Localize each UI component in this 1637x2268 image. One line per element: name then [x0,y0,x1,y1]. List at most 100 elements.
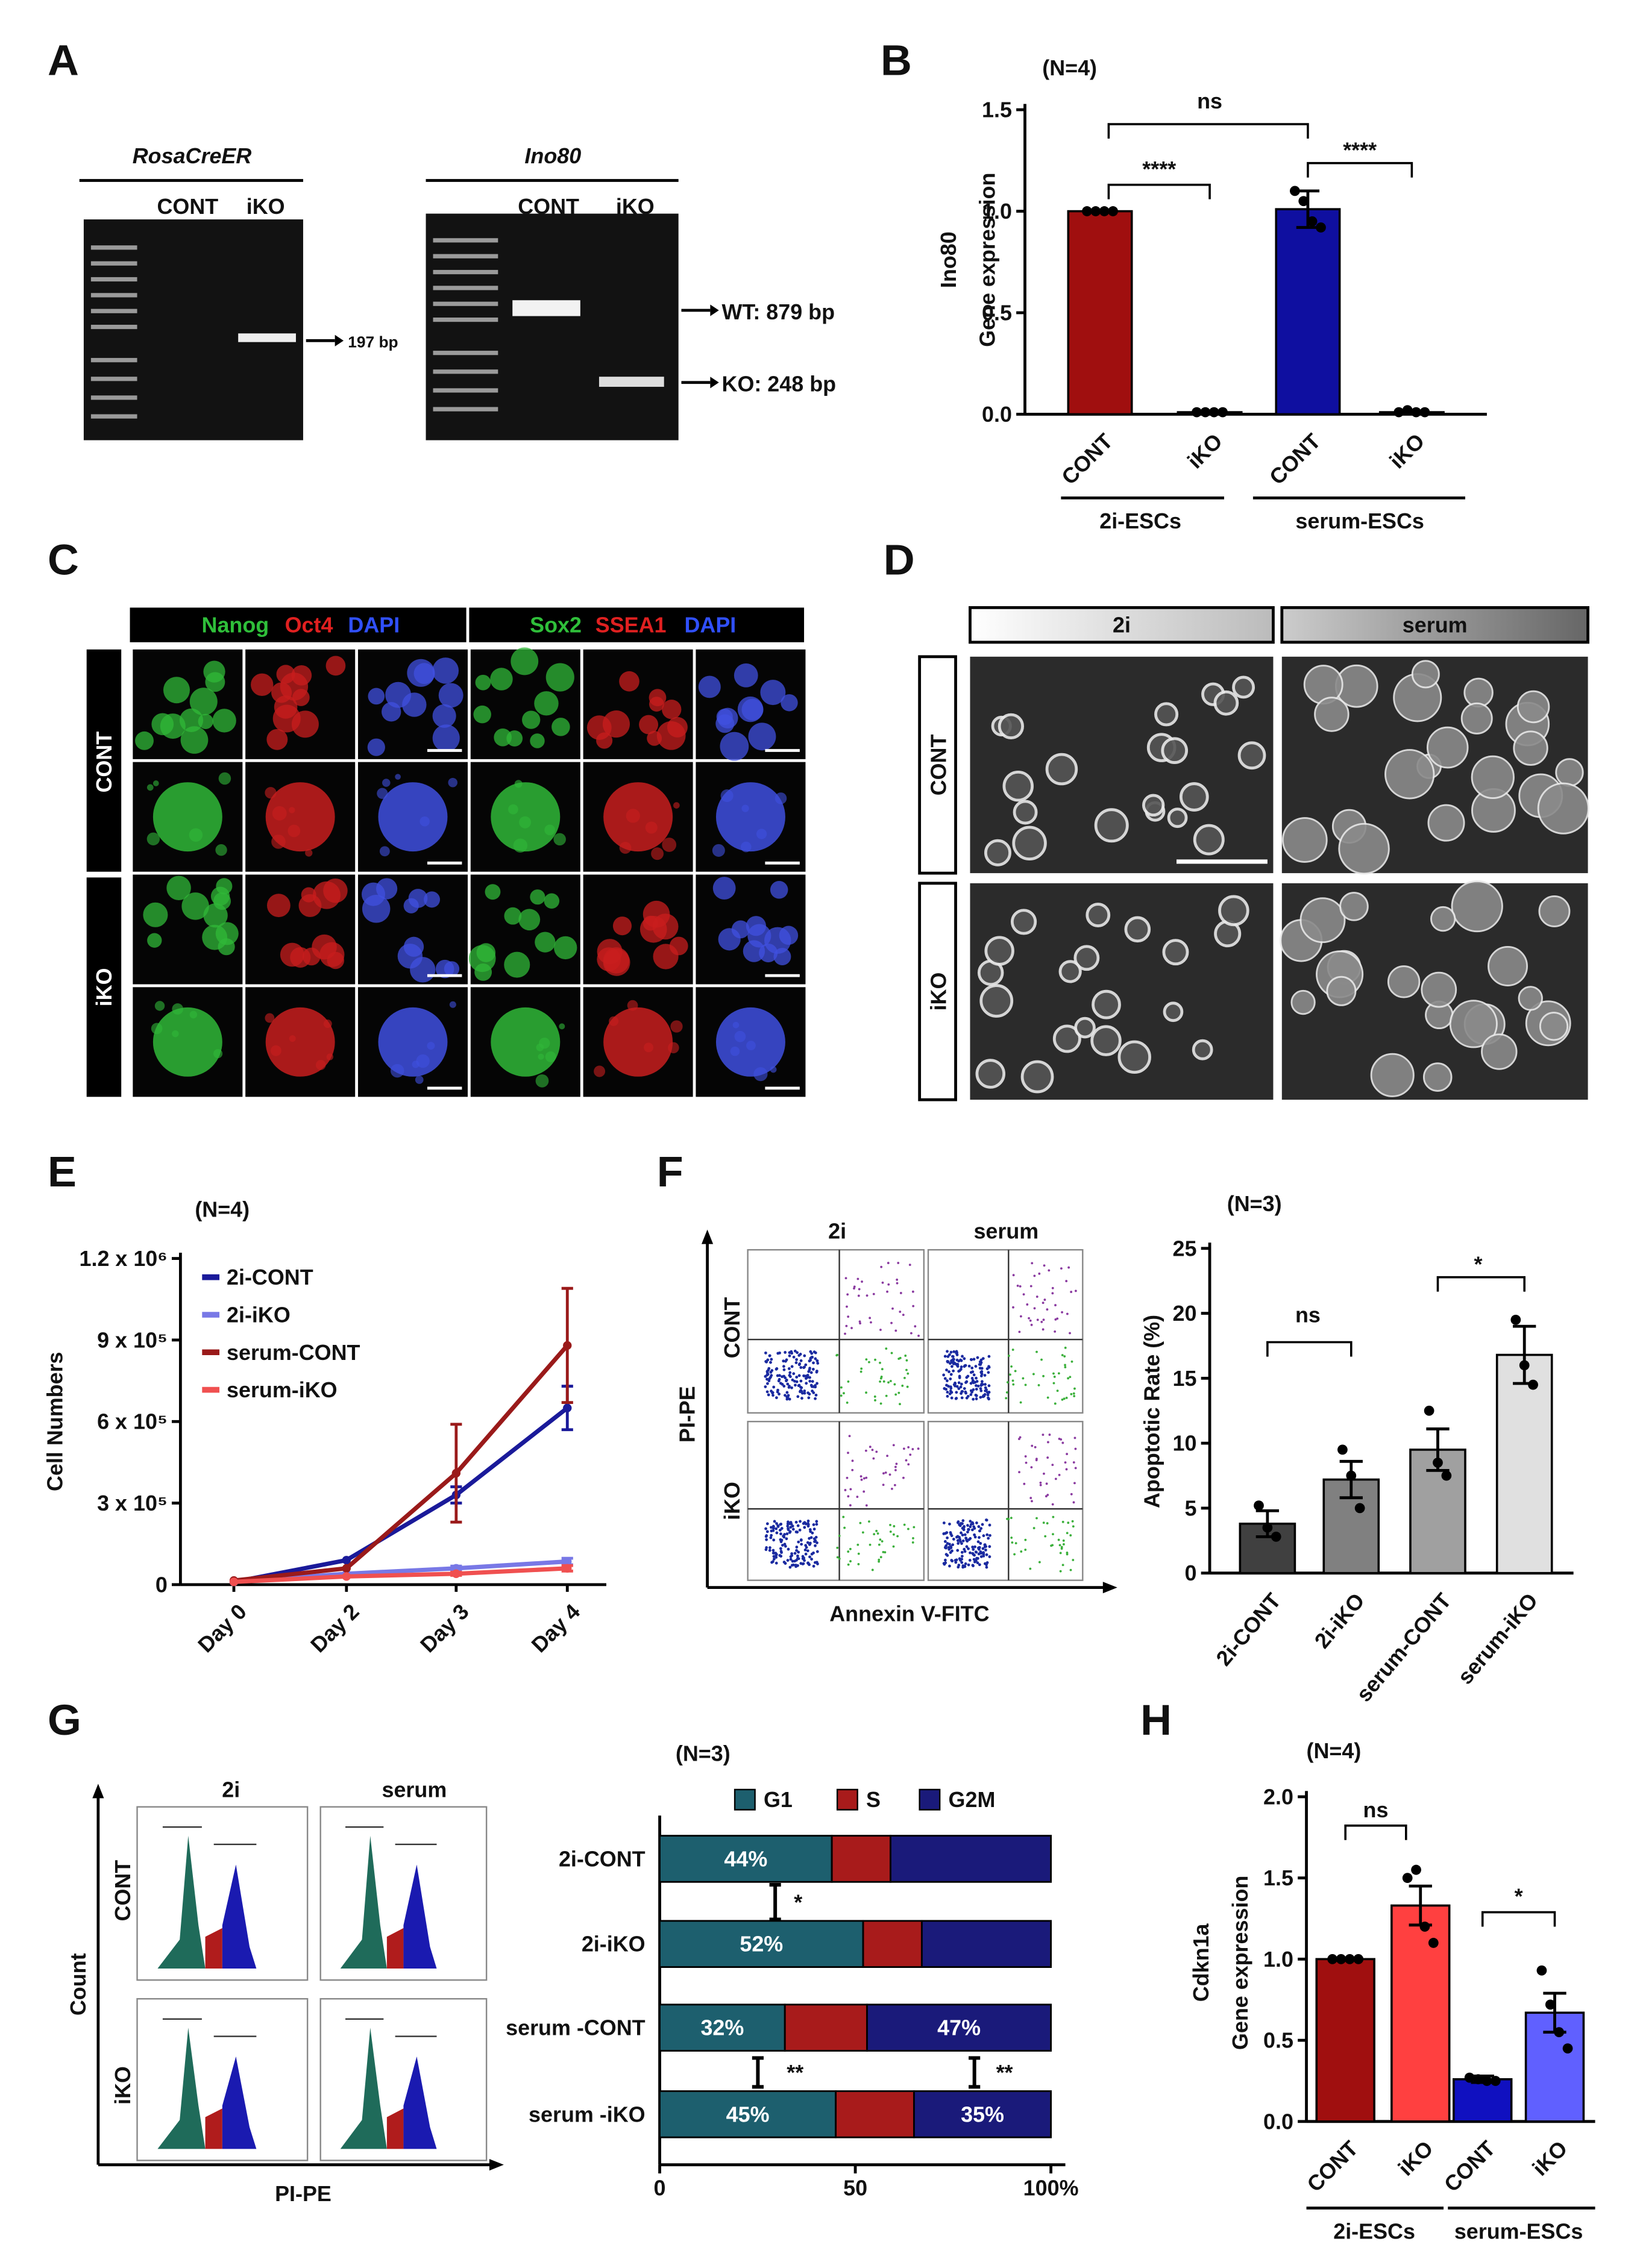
colony [491,1007,561,1077]
event [859,1322,861,1325]
event [1074,1467,1077,1470]
bar-segment [831,1835,891,1883]
event [1029,1567,1032,1570]
x-tick-label: CONT [1265,428,1325,489]
event [890,1321,893,1324]
speck [651,847,664,860]
event [911,1290,914,1293]
event [963,1533,967,1537]
event [835,1354,838,1357]
event [1064,1461,1067,1464]
group-label: 2i-ESCs [1099,509,1181,533]
sample-size: (N=4) [195,1197,250,1222]
x-tick-label: Day 2 [306,1599,364,1658]
event [982,1394,985,1397]
ladder-band [90,309,137,313]
event [1030,1323,1033,1326]
event [952,1358,955,1361]
y-tick-label: 6 x 10⁵ [97,1409,168,1434]
speck [508,804,518,815]
event [882,1380,885,1383]
event [970,1377,974,1380]
event [816,1562,819,1565]
event [950,1559,954,1563]
y-tick-label: 5 [1185,1496,1197,1520]
event [1053,1375,1056,1378]
data-point [1327,1953,1338,1964]
event [987,1391,991,1394]
colony [1010,909,1037,935]
speck [668,1042,679,1054]
event [808,1541,812,1545]
speck [382,778,391,787]
colony [432,657,459,684]
event [795,1380,799,1383]
event [769,1536,773,1540]
data-point [1464,2072,1475,2083]
event [1034,1446,1037,1449]
event [771,1394,775,1397]
axis-label: PI-PE [675,1386,700,1443]
series-line [233,1344,569,1583]
colony [1218,895,1249,927]
ladder-band [90,261,137,266]
event [1061,1520,1064,1523]
histogram [386,1928,404,1969]
event [967,1547,970,1550]
event [851,1468,854,1471]
event [765,1534,768,1537]
event [1031,1262,1034,1265]
event [791,1527,795,1531]
event [972,1358,976,1361]
event [1058,1438,1061,1440]
ladder-band [90,377,137,381]
event [1045,1495,1048,1498]
event [1029,1285,1032,1288]
event [963,1357,966,1361]
event [1005,1391,1008,1394]
colony [1449,1000,1498,1048]
event [797,1550,800,1554]
colony [213,892,231,910]
legend-label: serum-iKO [227,1377,338,1402]
event [784,1376,787,1380]
event [1019,1315,1022,1318]
event [1046,1456,1049,1459]
event [972,1397,975,1401]
column-label: 2i [1113,613,1131,637]
event [888,1473,891,1476]
colony [718,928,741,951]
event [955,1391,958,1394]
event [1051,1286,1054,1289]
event [963,1365,966,1368]
event [897,1391,900,1394]
data-point [1545,1999,1556,2010]
colony [1163,1001,1184,1023]
speck [538,1053,544,1060]
event [846,1293,849,1296]
event [944,1544,948,1547]
significance-label: **** [1142,157,1176,181]
legend-label: 2i-CONT [227,1265,313,1289]
x-tick-label: serum-iKO [1453,1588,1542,1689]
event [969,1537,972,1540]
event [893,1383,896,1386]
colony [432,704,456,728]
event [956,1549,960,1552]
event [985,1561,989,1564]
event [1047,1441,1049,1444]
event [945,1368,948,1372]
event [796,1530,799,1534]
event [876,1532,879,1535]
y-axis-label: Cdkn1a [1189,1923,1213,2002]
event [976,1540,980,1544]
colony [1193,824,1225,856]
colony [518,909,541,931]
colony [1162,939,1189,966]
event [894,1465,897,1468]
row-box [918,655,957,875]
event [873,1395,876,1398]
event [793,1379,796,1383]
data-point [1218,407,1228,418]
event [786,1522,790,1526]
